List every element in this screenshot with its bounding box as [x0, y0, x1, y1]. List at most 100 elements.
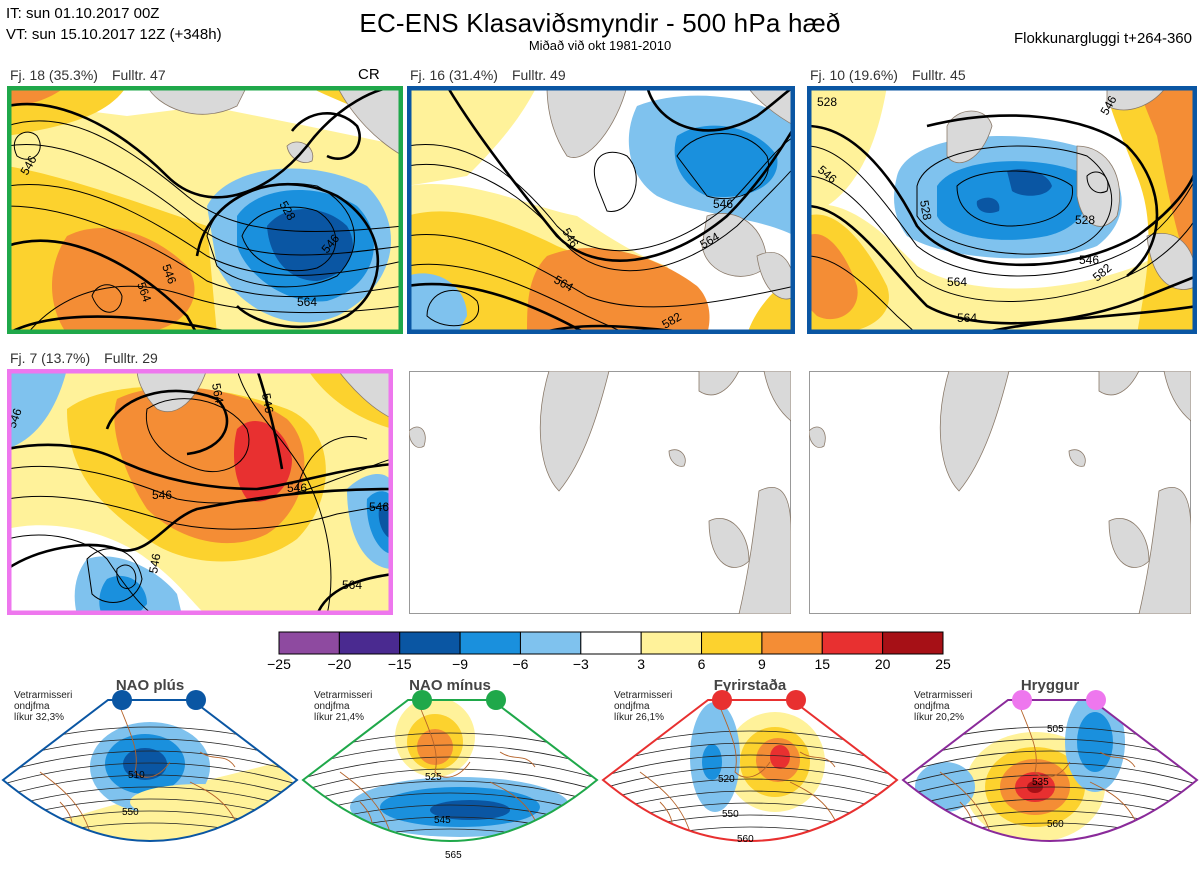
regime-note-line: Vetrarmisseri	[314, 690, 373, 701]
colorbar-swatch	[640, 631, 703, 655]
regime-marker-dot	[412, 690, 432, 710]
colorbar-tick-label: 3	[637, 656, 646, 672]
contour-label: 564	[297, 295, 317, 309]
colorbar-tick-label: 9	[758, 656, 766, 672]
regime-map: 525 545 565	[301, 699, 599, 861]
regime-title: Hryggur	[1020, 677, 1080, 694]
regime-contour-label: 550	[722, 809, 739, 820]
run-info: IT: sun 01.10.2017 00Z VT: sun 15.10.201…	[6, 3, 222, 45]
regime-note-line: ondjfma	[14, 701, 50, 712]
regime-marker-dot	[786, 690, 806, 710]
regime-title: Fyrirstaða	[713, 677, 787, 694]
colorbar-swatch	[459, 631, 521, 655]
panel-1-label: Fj. 18 (35.3%) Fulltr. 47	[10, 67, 166, 83]
colorbar-tick-label: −15	[387, 656, 412, 672]
regime-note-line: líkur 21,4%	[314, 712, 365, 723]
panel-4-label: Fj. 7 (13.7%) Fulltr. 29	[10, 350, 158, 366]
colorbar-swatch	[278, 631, 340, 655]
colorbar-tick-label: 15	[814, 656, 831, 672]
regime-note-line: Vetrarmisseri	[14, 690, 73, 701]
regime-map: 505 535 560	[901, 699, 1199, 842]
cluster-map-2: 546 546 564 564 582	[407, 86, 795, 334]
regime-title: NAO plús	[115, 677, 185, 694]
cluster-map-1: 546 528 546 564 564 546	[7, 86, 403, 334]
regime-note: Vetrarmisseri ondjfma líkur 32,3%	[14, 690, 72, 723]
cluster-map-3: 528 546 528 528 546 546 564 564 582	[807, 86, 1197, 334]
regime-note-line: ondjfma	[614, 701, 650, 712]
colorbar-swatch	[399, 631, 461, 655]
regime-contour-label: 505	[1047, 724, 1064, 735]
colorbar-swatch	[338, 631, 401, 655]
contour-label: 564	[957, 311, 977, 325]
valid-time: VT: sun 15.10.2017 12Z (+348h)	[6, 26, 222, 43]
regime-note-line: líkur 20,2%	[914, 712, 965, 723]
page-title: EC-ENS Klasaviðsmyndir - 500 hPa hæð	[359, 8, 841, 38]
cluster-map-5-empty	[409, 371, 791, 614]
colorbar-tick-label: 20	[874, 656, 891, 672]
colorbar-swatch	[519, 631, 582, 655]
regime-contour-label: 525	[425, 772, 442, 783]
contour-label: 546	[713, 197, 733, 211]
regime-marker-dot	[186, 690, 206, 710]
regime-marker-dot	[1012, 690, 1032, 710]
contour-label: 546	[1079, 253, 1099, 267]
regime-contour-label: 550	[122, 807, 139, 818]
regime-note-line: ondjfma	[314, 701, 350, 712]
contour-label: 546	[259, 392, 276, 414]
colorbar-tick-label: 25	[935, 656, 951, 672]
colorbar-swatch	[882, 631, 944, 655]
colorbar-swatch	[701, 631, 763, 655]
regime-note-line: Vetrarmisseri	[914, 690, 973, 701]
regime-contour-label: 545	[434, 815, 451, 826]
anomaly-colorbar	[278, 631, 944, 655]
contour-label: 528	[1075, 213, 1095, 227]
colorbar-swatch	[821, 631, 884, 655]
colorbar-tick-label: −20	[327, 656, 352, 672]
panel-3-label: Fj. 10 (19.6%) Fulltr. 45	[810, 67, 966, 83]
regime-map: 520 550 560	[601, 699, 899, 845]
initial-time: IT: sun 01.10.2017 00Z	[6, 5, 160, 22]
contour-label: 546	[159, 262, 179, 286]
regime-contour-label: 560	[737, 834, 754, 845]
colorbar-swatch	[761, 631, 823, 655]
page-subtitle: Miðað við okt 1981-2010	[528, 38, 672, 53]
regime-title: NAO mínus	[409, 677, 491, 694]
contour-label: 546	[146, 552, 163, 574]
contour-label: 528	[817, 95, 837, 109]
colorbar-tick-label: −3	[572, 656, 589, 672]
contour-label: 546	[287, 481, 307, 495]
colorbar-tick-label: 6	[697, 656, 706, 672]
regime-marker-dot	[712, 690, 732, 710]
colorbar-tick-label: −25	[267, 656, 291, 672]
regime-marker-dot	[486, 690, 506, 710]
contour-label: 546	[369, 500, 389, 514]
contour-label: 564	[947, 275, 967, 289]
cluster-map-6-empty	[809, 371, 1191, 614]
regime-note-line: Vetrarmisseri	[614, 690, 673, 701]
regime-contour-label: 565	[445, 850, 462, 861]
cr-label: CR	[358, 66, 380, 83]
contour-label: 546	[152, 488, 172, 502]
colorbar-tick-label: −9	[452, 656, 469, 672]
contour-label: 564	[209, 382, 226, 404]
regime-note-line: líkur 32,3%	[14, 712, 65, 723]
classification-window: Flokkunargluggi t+264-360	[1013, 30, 1192, 47]
contour-label: 564	[342, 578, 362, 592]
regime-marker-dot	[112, 690, 132, 710]
colorbar-swatch	[580, 631, 642, 655]
colorbar-tick-label: −6	[512, 656, 529, 672]
contour-label: 528	[917, 199, 934, 221]
regime-note: Vetrarmisseri ondjfma líkur 21,4%	[314, 690, 372, 723]
regime-contour-label: 510	[128, 770, 145, 781]
regime-note-line: ondjfma	[914, 701, 950, 712]
regime-note-line: líkur 26,1%	[614, 712, 665, 723]
regime-marker-dot	[1086, 690, 1106, 710]
regime-note: Vetrarmisseri ondjfma líkur 20,2%	[914, 690, 972, 723]
regime-contour-label: 520	[718, 774, 735, 785]
panel-2-label: Fj. 16 (31.4%) Fulltr. 49	[410, 67, 566, 83]
cluster-map-4: 546 564 546 546 546 546 564 546	[7, 369, 393, 615]
regime-note: Vetrarmisseri ondjfma líkur 26,1%	[614, 690, 672, 723]
regime-map: 510 550	[1, 699, 299, 842]
regime-contour-label: 535	[1032, 777, 1049, 788]
regime-contour-label: 560	[1047, 819, 1064, 830]
